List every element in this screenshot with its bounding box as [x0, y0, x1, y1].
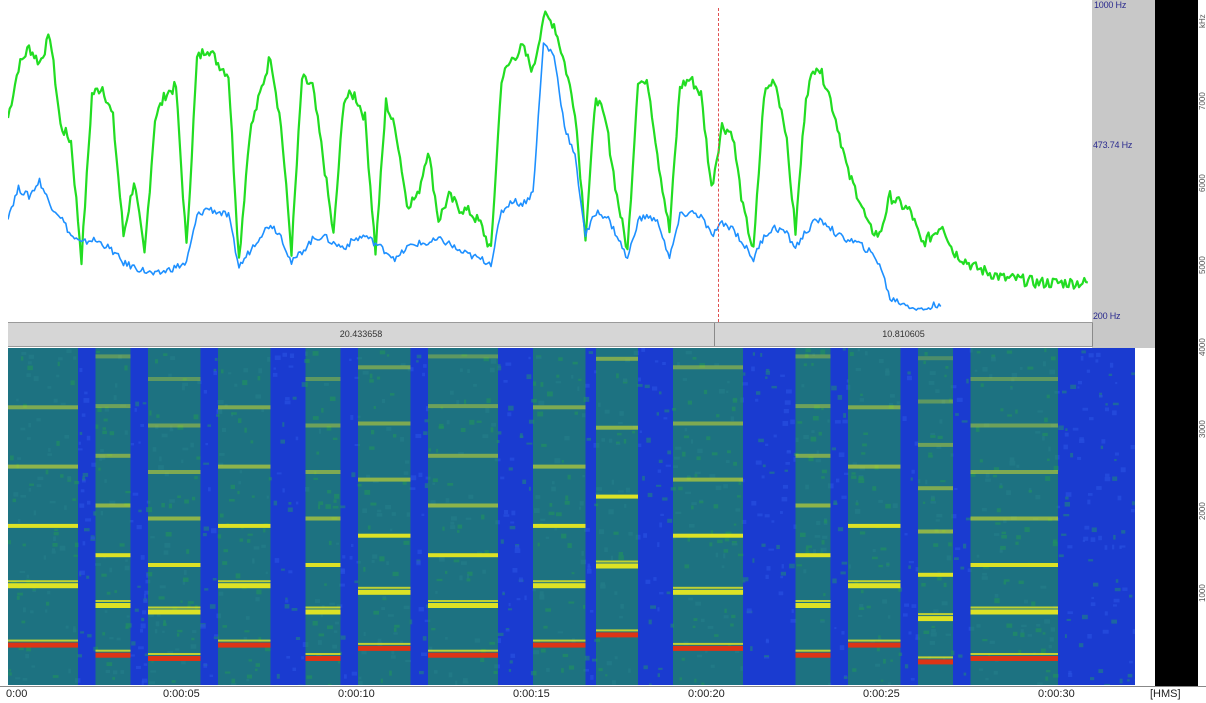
- frequency-tick: 7000: [1198, 92, 1206, 110]
- harmonic-band: [848, 348, 901, 685]
- time-axis: 0:00 0:00:05 0:00:10 0:00:15 0:00:20 0:00:25 0…: [0, 686, 1206, 703]
- pitch-series-green: [8, 10, 1089, 290]
- frequency-tick: 5000: [1198, 256, 1206, 274]
- pitch-scale-panel: 1000 Hz 473.74 Hz 200 Hz: [1092, 0, 1155, 348]
- harmonic-band: [596, 348, 638, 685]
- harmonic-band: [918, 348, 953, 685]
- scale-gutter: [1155, 0, 1198, 686]
- pitch-scale-bottom-label: 200 Hz: [1093, 311, 1121, 321]
- frequency-tick: 2000: [1198, 502, 1206, 520]
- harmonic-band: [970, 348, 1058, 685]
- pitch-chart: [8, 10, 1089, 311]
- segment-bar[interactable]: 20.433658 10.810605: [8, 322, 1093, 347]
- time-unit-label: [HMS]: [1150, 688, 1181, 700]
- harmonic-band: [95, 348, 131, 685]
- harmonic-band: [795, 348, 831, 685]
- time-tick-label: 0:00:25: [863, 688, 900, 700]
- time-tick-label: 0:00:10: [338, 688, 375, 700]
- harmonic-band: [305, 348, 341, 685]
- time-tick-label: 0:00:20: [688, 688, 725, 700]
- segment-1[interactable]: 20.433658: [8, 323, 715, 346]
- left-margin: [0, 0, 8, 686]
- frequency-scale: kHz 7000 6000 5000 4000 3000 2000 1000: [1198, 0, 1206, 686]
- spectrogram-image: [8, 348, 1135, 685]
- harmonic-band: [8, 348, 78, 685]
- playback-cursor[interactable]: [718, 8, 719, 322]
- time-tick-label: 0:00: [6, 688, 28, 700]
- time-tick-label: 0:00:15: [513, 688, 550, 700]
- harmonic-band: [358, 348, 411, 685]
- pitch-scale-mid-label: 473.74 Hz: [1093, 140, 1133, 150]
- frequency-tick: 1000: [1198, 584, 1206, 602]
- harmonic-band: [673, 348, 743, 685]
- spectrogram-panel[interactable]: [8, 348, 1135, 685]
- pitch-series-blue: [8, 42, 942, 311]
- harmonic-band: [218, 348, 271, 685]
- frequency-tick: 4000: [1198, 338, 1206, 356]
- time-tick-label: 0:00:05: [163, 688, 200, 700]
- segment-2[interactable]: 10.810605: [715, 323, 1093, 346]
- frequency-tick: 3000: [1198, 420, 1206, 438]
- pitch-scale-top-label: 1000 Hz: [1094, 0, 1127, 10]
- harmonic-band: [428, 348, 498, 685]
- frequency-tick: kHz: [1198, 14, 1206, 28]
- harmonic-band: [148, 348, 201, 685]
- time-tick-label: 0:00:30: [1038, 688, 1075, 700]
- pitch-contour-panel[interactable]: [8, 8, 1093, 322]
- frequency-tick: 6000: [1198, 174, 1206, 192]
- harmonic-band: [533, 348, 586, 685]
